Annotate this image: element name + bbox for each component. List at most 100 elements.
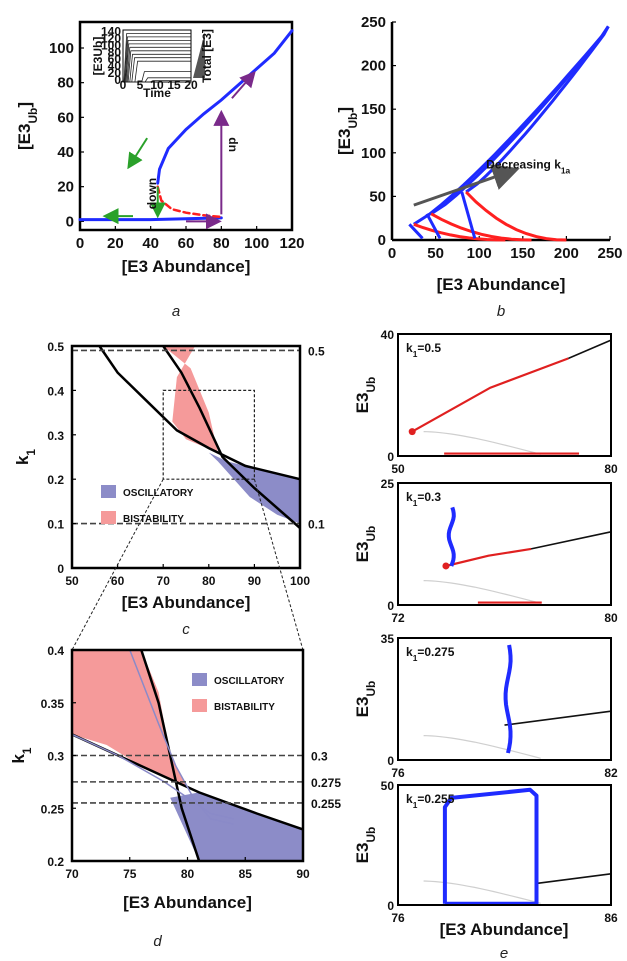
panel-b-xtick-label-4: 200 xyxy=(554,245,579,262)
panel-c-caption: c xyxy=(182,621,190,638)
panel-b-xtick-label-1: 50 xyxy=(427,245,444,262)
panel-b-arrow xyxy=(413,164,520,207)
panel-c-boundary-0 xyxy=(98,345,301,481)
panel-d-ytick-label-3: 0.35 xyxy=(41,697,65,711)
panel-e2-k-sub: 1 xyxy=(413,498,418,508)
panel-b-ylabel-main: [E3 xyxy=(335,129,354,155)
panel-b-xlabel: [E3 Abundance] xyxy=(437,275,566,294)
panel-c-xtick-label-2: 70 xyxy=(157,574,171,588)
panel-e2-ylabel-main: E3 xyxy=(353,542,372,563)
panel-c-xtick-label-0: 50 xyxy=(65,574,79,588)
panel-a-ytick-label-4: 80 xyxy=(57,75,74,92)
panel-a-inset-ytick-5: 100 xyxy=(101,38,121,52)
panel-e-xlabel: [E3 Abundance] xyxy=(440,920,569,939)
panel-b-ytick-label-2: 100 xyxy=(361,145,386,162)
panel-c-legend-label-1: BISTABILITY xyxy=(123,514,184,525)
panel-e1-k-main: k xyxy=(406,341,413,355)
panel-d-boundary-1 xyxy=(140,649,201,862)
panel-a-ylabel-main: [E3 xyxy=(15,124,34,150)
panel-d-ylabel: k1 xyxy=(9,747,34,763)
panel-e1-frame xyxy=(397,333,612,457)
panel-c-frame xyxy=(70,344,302,570)
panel-e1-xtick-label-0: 50 xyxy=(391,462,405,476)
panel-e2-xtick-label-0: 72 xyxy=(391,611,405,625)
panel-e2-red-branch xyxy=(445,547,532,568)
panel-c-legend-swatch-0 xyxy=(101,485,116,498)
panel-e2-k-label: k1=0.3 xyxy=(406,490,441,508)
panel-e4-stable-branch xyxy=(536,873,612,885)
panel-a-inset-curve-11 xyxy=(123,80,191,83)
panel-c-boundary-1 xyxy=(162,345,301,529)
panel-d-legend-swatch-0 xyxy=(192,673,207,686)
panel-a-xtick-label-5: 100 xyxy=(244,235,269,252)
panel-a-inset-wedge xyxy=(193,32,205,78)
panel-e1-ytick-label-0: 0 xyxy=(387,450,394,464)
panel-a-inset-xtick-0: 0 xyxy=(120,78,127,92)
panel-e2-knee-point xyxy=(442,562,450,570)
panel-e4-ytick-label-0: 0 xyxy=(387,899,394,913)
panel-b-ytick-label-0: 0 xyxy=(378,232,386,249)
panel-e1-unstable-branch xyxy=(423,431,541,455)
panel-a-inset-ytick-7: 140 xyxy=(101,24,121,38)
panel-b-unstable-2 xyxy=(465,190,567,242)
panel-b-ylabel-end: ] xyxy=(335,107,354,113)
panel-a-inset-ylabel: [E3Ub] xyxy=(91,37,105,76)
panel-a-inset-ytick-0: 0 xyxy=(114,73,121,87)
panel-e1-stable-branch xyxy=(568,339,612,360)
panel-c-ylabel-main: k xyxy=(13,455,32,465)
panel-c-ytick-label-4: 0.4 xyxy=(47,384,64,398)
panel-e4-limit-cycle xyxy=(442,787,539,906)
panel-a-xtick-label-6: 120 xyxy=(279,235,304,252)
panel-d-caption: d xyxy=(153,933,162,950)
panel-a-inset-frame xyxy=(122,29,192,83)
panel-c-zoom-connector-1 xyxy=(253,479,304,651)
panel-e4-k-sub: 1 xyxy=(413,800,418,810)
panel-e4-ylabel-main: E3 xyxy=(353,843,372,864)
panel-c-zoom-connector-0 xyxy=(71,478,164,651)
panel-e1-knee-point xyxy=(408,428,416,436)
panel-d-hline-label-1: 0.275 xyxy=(311,776,341,790)
panel-e1-ylabel-sub: Ub xyxy=(364,377,378,393)
panel-a-caption: a xyxy=(172,303,180,320)
panel-b-arrow-label-main: Decreasing k xyxy=(486,157,561,171)
panel-a-inset-xtick-1: 5 xyxy=(137,78,144,92)
panel-a-ytick-label-1: 20 xyxy=(57,179,74,196)
panel-e3-frame xyxy=(397,637,612,761)
panel-e1-k-sub: 1 xyxy=(413,349,418,359)
panel-e1-k-eq: =0.5 xyxy=(417,341,441,355)
panel-b-arrow-label: Decreasing k1a xyxy=(486,157,570,175)
panel-a-inset-ytick-3: 60 xyxy=(108,52,122,66)
panel-a-inset-xtick-4: 20 xyxy=(184,78,198,92)
panel-e-caption: e xyxy=(500,945,508,961)
panel-a-inset-ytick-2: 40 xyxy=(108,59,122,73)
panel-c-legend-label-0: OSCILLATORY xyxy=(123,488,194,499)
panel-a-xlabel: [E3 Abundance] xyxy=(122,257,251,276)
panel-b-xtick-label-0: 0 xyxy=(388,245,396,262)
panel-e2-xtick-label-1: 80 xyxy=(604,611,618,625)
panel-e1-xtick-label-1: 80 xyxy=(604,462,618,476)
panel-d-hline-label-2: 0.255 xyxy=(311,797,341,811)
panel-b-ytick-label-1: 50 xyxy=(369,188,386,205)
panel-b-xtick-label-3: 150 xyxy=(510,245,535,262)
panel-c-ytick-label-1: 0.1 xyxy=(47,518,64,532)
panel-c-ytick-label-5: 0.5 xyxy=(47,340,64,354)
panel-e3-xtick-label-1: 82 xyxy=(604,766,618,780)
panel-e3-ytick-label-1: 35 xyxy=(381,632,395,646)
panel-c-zoom-box xyxy=(162,389,255,480)
panel-e3-oscillation xyxy=(503,644,513,754)
panel-a-inset-side-label: Total [E3] xyxy=(200,29,214,83)
panel-a-inset-ytick-6: 120 xyxy=(101,31,121,45)
panel-e2-unstable-branch xyxy=(423,580,541,604)
panel-a-ytick-label-5: 100 xyxy=(49,40,74,57)
panel-c-ytick-label-3: 0.3 xyxy=(47,429,64,443)
panel-d-xtick-label-4: 90 xyxy=(296,867,310,881)
panel-e4-xtick-label-0: 76 xyxy=(391,911,405,925)
panel-a-arrow-5 xyxy=(231,70,256,99)
panel-d-xtick-label-2: 80 xyxy=(181,867,195,881)
panel-b-unstable-1 xyxy=(430,212,532,242)
panel-d-bistable-region xyxy=(72,650,200,793)
panel-d-ytick-label-4: 0.4 xyxy=(47,644,64,658)
panel-c-ylabel-sub: 1 xyxy=(24,449,38,456)
panel-e3-k-main: k xyxy=(406,645,413,659)
panel-c-hline-label-0: 0.5 xyxy=(308,344,325,358)
